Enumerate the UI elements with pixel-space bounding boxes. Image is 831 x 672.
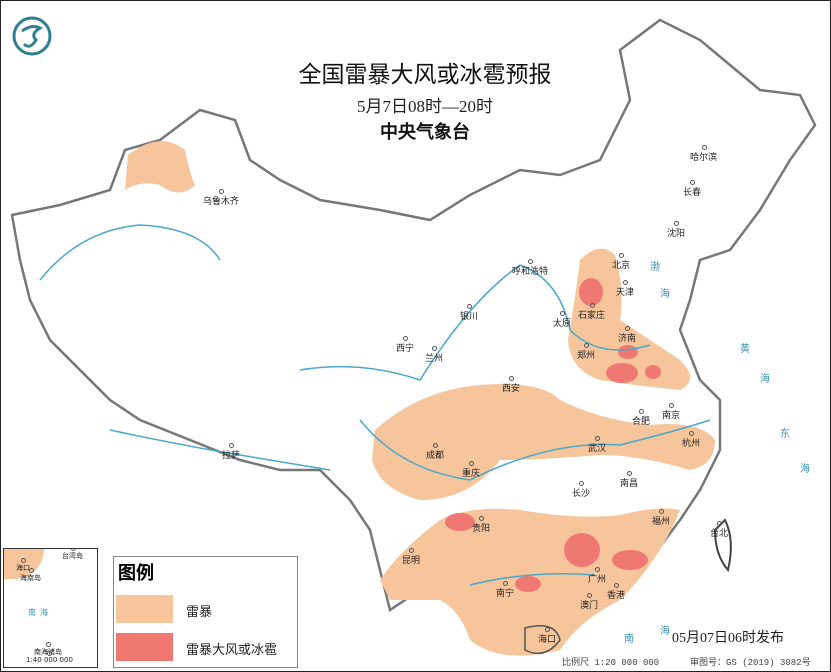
severe-area <box>645 365 661 379</box>
south-china-sea-inset: 台湾岛 海口 海南岛 南 海 南海诸岛 1:40 000 000 <box>3 548 98 668</box>
severe-area <box>515 576 541 592</box>
map-approval-number: 审图号：GS (2019) 3082号 <box>690 658 811 668</box>
city-label: 广州 <box>588 567 606 585</box>
thunderstorm-area-xinjiang <box>125 141 195 193</box>
organization: 中央气象台 <box>380 122 470 143</box>
cma-logo-icon <box>12 16 52 56</box>
taiwan-island <box>713 518 732 573</box>
issued-time: 05月07日06时发布 <box>672 631 784 646</box>
city-label: 成都 <box>426 443 444 461</box>
sea-label: 东 <box>780 429 790 440</box>
severe-area <box>564 533 600 567</box>
city-label: 郑州 <box>577 343 595 361</box>
city-label: 西安 <box>502 376 520 394</box>
rivers <box>39 224 711 586</box>
city-label: 西宁 <box>396 336 414 354</box>
city-label: 南昌 <box>620 471 638 489</box>
city-label: 长春 <box>683 180 701 198</box>
severe-area <box>612 550 648 570</box>
city-label: 香港 <box>607 583 625 601</box>
city-label: 武汉 <box>588 436 606 454</box>
severe-area <box>445 513 475 531</box>
city-label: 兰州 <box>425 346 443 364</box>
city-label: 贵阳 <box>472 516 490 534</box>
sea-label: 海 <box>800 464 810 475</box>
sea-label: 南 <box>624 634 634 645</box>
city-label: 拉萨 <box>222 443 240 461</box>
city-label: 乌鲁木齐 <box>203 189 239 207</box>
city-label: 太原 <box>553 311 571 329</box>
city-label: 合肥 <box>632 409 650 427</box>
city-label: 呼和浩特 <box>512 259 548 277</box>
severe-area <box>606 363 638 383</box>
severe-area <box>579 278 603 306</box>
city-label: 北京 <box>612 253 630 271</box>
hainan-island <box>524 625 561 655</box>
sea-label: 海 <box>760 374 770 385</box>
inset-label: 南 <box>28 608 36 617</box>
inset-label: 台湾岛 <box>62 549 83 560</box>
city-label: 澳门 <box>580 593 598 611</box>
city-label: 福州 <box>652 509 670 527</box>
legend-swatch-severe <box>116 633 173 661</box>
city-label: 杭州 <box>682 431 700 449</box>
sea-label: 海 <box>660 289 670 300</box>
legend: 图例 雷暴 雷暴大风或冰雹 <box>113 556 298 668</box>
legend-swatch-thunderstorm <box>116 595 173 623</box>
city-label: 长沙 <box>572 481 590 499</box>
china-outline <box>10 18 817 613</box>
thunderstorm-area-central <box>372 384 715 500</box>
city-label: 海口 <box>538 627 556 645</box>
city-label: 昆明 <box>402 548 420 566</box>
inset-scale: 1:40 000 000 <box>26 651 73 664</box>
page-title: 全国雷暴大风或冰雹预报 <box>298 62 552 88</box>
legend-label: 雷暴 <box>186 605 213 620</box>
inset-label: 海 <box>40 608 48 617</box>
city-label: 天津 <box>616 280 634 298</box>
city-label: 重庆 <box>462 461 480 479</box>
city-label: 石家庄 <box>578 303 605 321</box>
inset-label: 海南岛 <box>20 568 41 582</box>
legend-label: 雷暴大风或冰雹 <box>186 643 278 658</box>
city-label: 济南 <box>618 326 636 344</box>
city-label: 台北 <box>710 521 728 539</box>
map-scale: 比例尺 1:20 000 000 <box>562 658 660 668</box>
city-label: 南京 <box>662 403 680 421</box>
sea-label: 海 <box>660 626 670 637</box>
city-label: 南宁 <box>496 581 514 599</box>
sea-label: 渤 <box>650 262 660 273</box>
legend-title: 图例 <box>118 563 154 584</box>
sea-label: 黄 <box>740 344 750 355</box>
city-label: 沈阳 <box>667 221 685 239</box>
forecast-time-range: 5月7日08时—20时 <box>357 97 493 116</box>
city-label: 银川 <box>460 304 478 322</box>
severe-area <box>618 345 638 359</box>
inset-label: 海口 <box>16 558 30 572</box>
city-label: 哈尔滨 <box>690 145 717 163</box>
